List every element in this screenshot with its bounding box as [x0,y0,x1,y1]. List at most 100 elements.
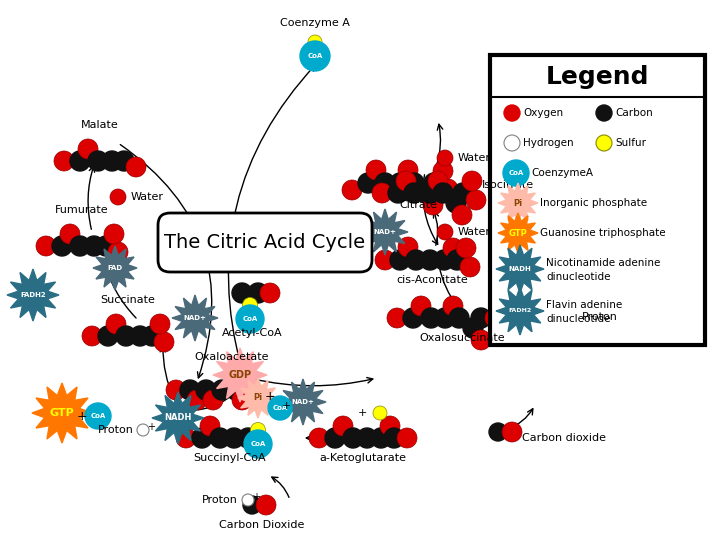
Text: Water: Water [458,227,491,237]
Text: GDP: GDP [228,370,252,380]
Circle shape [435,308,455,328]
Text: CoA: CoA [307,53,322,59]
Text: Hydrogen: Hydrogen [523,138,574,148]
Text: NAD+: NAD+ [183,315,207,321]
Circle shape [308,35,322,49]
Text: CoA: CoA [250,441,266,447]
Circle shape [108,242,128,262]
FancyBboxPatch shape [490,55,705,345]
Text: Sulfur: Sulfur [615,138,646,148]
Circle shape [96,236,116,256]
Circle shape [390,173,410,193]
Circle shape [166,380,186,400]
Circle shape [142,326,162,346]
Circle shape [453,183,473,203]
Circle shape [485,308,505,328]
Text: Carbon: Carbon [615,108,652,118]
Polygon shape [238,378,278,418]
Circle shape [404,173,424,193]
Text: Oxalosuccinate: Oxalosuccinate [419,333,505,343]
Circle shape [403,308,423,328]
Circle shape [248,283,268,303]
Text: +: + [265,390,275,403]
Circle shape [358,173,378,193]
Text: Acetyl-CoA: Acetyl-CoA [222,328,282,338]
Circle shape [82,326,102,346]
Text: NAD+: NAD+ [292,399,314,405]
Polygon shape [152,392,204,444]
Text: Malate: Malate [81,120,119,130]
Circle shape [449,308,469,328]
Circle shape [371,428,391,448]
Circle shape [380,416,400,436]
Circle shape [212,380,232,400]
Text: CoA: CoA [91,413,106,419]
Circle shape [423,195,443,215]
Text: CoA: CoA [272,405,287,411]
Circle shape [242,494,254,506]
Polygon shape [32,383,92,443]
Circle shape [242,297,257,312]
Circle shape [466,190,486,210]
Text: Coenzyme A: Coenzyme A [280,18,350,28]
Circle shape [504,105,520,121]
Circle shape [390,250,410,270]
Circle shape [243,496,261,514]
FancyBboxPatch shape [158,213,372,272]
Text: Inorganic phosphate: Inorganic phosphate [540,198,647,208]
Circle shape [250,422,265,437]
Circle shape [446,193,466,213]
Circle shape [200,416,220,436]
Circle shape [463,318,483,338]
Circle shape [238,428,258,448]
Circle shape [437,150,453,166]
Circle shape [110,189,126,205]
Circle shape [384,428,404,448]
Text: Pi: Pi [253,394,262,403]
Circle shape [187,390,207,410]
Circle shape [596,135,612,151]
Circle shape [85,403,111,429]
Circle shape [437,224,453,240]
Text: Succinate: Succinate [101,295,155,305]
Polygon shape [7,269,59,321]
Text: +: + [577,309,585,319]
Circle shape [434,250,454,270]
Circle shape [116,326,136,346]
Circle shape [567,311,579,323]
Circle shape [596,105,612,121]
Circle shape [502,422,522,442]
Polygon shape [504,277,556,329]
Circle shape [154,332,174,352]
Circle shape [106,314,126,334]
Text: Carbon dioxide: Carbon dioxide [522,433,606,443]
Circle shape [176,428,196,448]
Circle shape [137,424,149,436]
Circle shape [387,308,407,328]
Circle shape [447,250,467,270]
Circle shape [333,416,353,436]
Circle shape [343,428,363,448]
Circle shape [256,495,276,515]
Circle shape [36,236,56,256]
Circle shape [398,237,418,257]
Circle shape [421,308,441,328]
Text: Guanosine triphosphate: Guanosine triphosphate [540,228,666,238]
Text: Water: Water [458,153,491,163]
Polygon shape [498,183,538,223]
Circle shape [70,236,90,256]
Circle shape [309,428,329,448]
Circle shape [357,428,377,448]
Circle shape [456,238,476,258]
Circle shape [203,390,223,410]
Text: Isocitrate: Isocitrate [482,180,534,190]
Circle shape [196,380,216,400]
Circle shape [416,183,436,203]
Text: GTP: GTP [50,408,74,418]
Polygon shape [496,245,544,293]
Circle shape [78,139,98,159]
Circle shape [411,296,431,316]
Circle shape [438,179,458,199]
Circle shape [443,296,463,316]
Circle shape [504,135,520,151]
